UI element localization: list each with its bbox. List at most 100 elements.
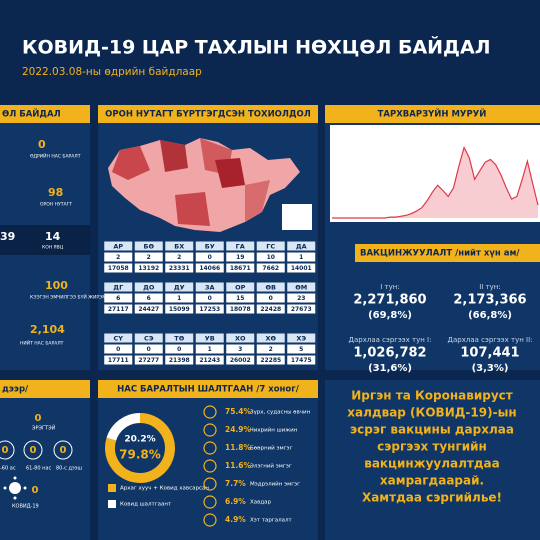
cause-value: 6.9% bbox=[225, 497, 246, 506]
vaccine-label: I тун: bbox=[380, 283, 399, 291]
region-today: 2 bbox=[177, 254, 181, 261]
table-cell bbox=[195, 304, 224, 314]
table-cell bbox=[165, 355, 194, 365]
donut-slice bbox=[105, 413, 175, 483]
table-cell bbox=[256, 293, 285, 303]
table-cell bbox=[287, 252, 316, 262]
map bbox=[108, 138, 312, 232]
region-today: 0 bbox=[208, 254, 212, 261]
region-total: 17058 bbox=[108, 265, 129, 272]
region-total: 15099 bbox=[169, 306, 190, 313]
cause-value: 75.4% bbox=[225, 407, 252, 416]
vaccine-percent: (66,8%) bbox=[468, 310, 512, 321]
region-today: 1 bbox=[299, 254, 303, 261]
region-total: 23331 bbox=[169, 265, 190, 272]
table-cell bbox=[165, 344, 194, 354]
cause-icon bbox=[203, 477, 217, 491]
stat-value: 0 bbox=[32, 485, 39, 496]
panel-header bbox=[98, 380, 318, 398]
message-line: Хамтдаа сэргийлье! bbox=[362, 491, 502, 505]
stat-label: КОВИД-19 bbox=[12, 504, 39, 510]
vaccine-value: 2,173,366 bbox=[453, 293, 526, 308]
message-line: эсрэг вакцины дархлаа bbox=[350, 423, 514, 437]
panel-header bbox=[0, 380, 90, 398]
cause-value: 24.9% bbox=[225, 425, 252, 434]
stat-label: ОРОН НУТАГТ bbox=[40, 202, 72, 208]
panel-title: ОРОН НУТАГТ БҮРТГЭГДСЭН ТОХИОЛДОЛ bbox=[105, 110, 311, 120]
panel-title: ӨЛ БАЙДАЛ bbox=[2, 108, 61, 120]
region-today: 3 bbox=[238, 346, 242, 353]
subtitle: 2022.03.08-ны өдрийн байдлаар bbox=[22, 66, 202, 78]
donut-label: 20.2% bbox=[124, 435, 155, 445]
region-today: 23 bbox=[297, 295, 305, 302]
table-cell bbox=[134, 355, 163, 365]
table-cell bbox=[195, 263, 224, 273]
region-code: ТӨ bbox=[174, 335, 184, 343]
region-today: 5 bbox=[299, 346, 303, 353]
table-cell bbox=[256, 252, 285, 262]
panel-header bbox=[325, 105, 540, 123]
table-cell bbox=[104, 304, 133, 314]
stat-value: 0 bbox=[30, 445, 37, 456]
map-region bbox=[160, 140, 188, 172]
cause-value: 4.9% bbox=[225, 515, 246, 524]
table-cell bbox=[226, 252, 255, 262]
vaccine-label: Дархлаа сэргээх тун II: bbox=[448, 336, 533, 344]
region-code: ХО bbox=[235, 335, 246, 343]
map-region bbox=[175, 192, 210, 226]
region-total: 14066 bbox=[199, 265, 220, 272]
region-today: 0 bbox=[116, 346, 120, 353]
region-total: 27673 bbox=[291, 306, 312, 313]
message-line: сэргээх тунгийн bbox=[377, 440, 487, 454]
region-today: 2 bbox=[116, 254, 120, 261]
region-code: ӨМ bbox=[295, 284, 307, 292]
panel-title: ТАРХВАРЗҮЙН МУРУЙ bbox=[378, 108, 487, 120]
message-line: Иргэн та Коронавируст bbox=[351, 389, 513, 403]
stat-label: КОН ЯВЦ bbox=[42, 245, 64, 251]
region-code: УВ bbox=[205, 335, 215, 343]
legend-swatch bbox=[108, 500, 116, 508]
table-cell bbox=[287, 304, 316, 314]
stat-label: 61-80 нас bbox=[26, 466, 51, 472]
region-today: 2 bbox=[147, 254, 151, 261]
table-cell bbox=[195, 282, 224, 292]
region-today: 1 bbox=[208, 346, 212, 353]
curve-line bbox=[332, 145, 539, 219]
region-total: 21398 bbox=[169, 357, 190, 364]
vaccine-label: Дархлаа сэргээх тун I: bbox=[349, 336, 432, 344]
table-cell bbox=[134, 293, 163, 303]
region-code: БУ bbox=[205, 243, 215, 251]
vaccine-percent: (3,3%) bbox=[472, 363, 509, 374]
virus-icon bbox=[3, 476, 27, 500]
table-cell bbox=[165, 304, 194, 314]
region-code: ДА bbox=[296, 243, 307, 251]
legend-label: Архаг хууч + Ковид хавсарсан bbox=[120, 486, 209, 492]
cause-value: 7.7% bbox=[225, 479, 246, 488]
region-total: 18078 bbox=[230, 306, 251, 313]
panel bbox=[325, 380, 540, 540]
cause-value: 11.8% bbox=[225, 443, 252, 452]
stat-value: 0 bbox=[35, 413, 42, 424]
legend-label: Ковид шалтгаант bbox=[120, 502, 172, 508]
region-code: ХӨ bbox=[265, 335, 276, 343]
stat-value: 0 bbox=[38, 138, 46, 151]
table-cell bbox=[104, 293, 133, 303]
region-total: 27277 bbox=[138, 357, 159, 364]
table-cell bbox=[195, 293, 224, 303]
table-cell bbox=[165, 293, 194, 303]
table-cell bbox=[226, 304, 255, 314]
stat-label: -60 ас bbox=[0, 466, 16, 472]
map-region bbox=[245, 180, 270, 222]
cause-icon bbox=[203, 513, 217, 527]
title: КОВИД-19 ЦАР ТАХЛЫН НӨХЦӨЛ БАЙДАЛ bbox=[22, 36, 490, 59]
table-cell bbox=[287, 344, 316, 354]
table-cell bbox=[134, 304, 163, 314]
region-today: 2 bbox=[269, 346, 273, 353]
stat-value: 98 bbox=[48, 186, 63, 199]
table-cell bbox=[287, 263, 316, 273]
table-cell bbox=[226, 263, 255, 273]
message-line: вакцинжуулалтдаа bbox=[364, 457, 500, 471]
region-total: 14001 bbox=[291, 265, 312, 272]
cause-value: 11.6% bbox=[225, 461, 252, 470]
cause-icon bbox=[203, 423, 217, 437]
